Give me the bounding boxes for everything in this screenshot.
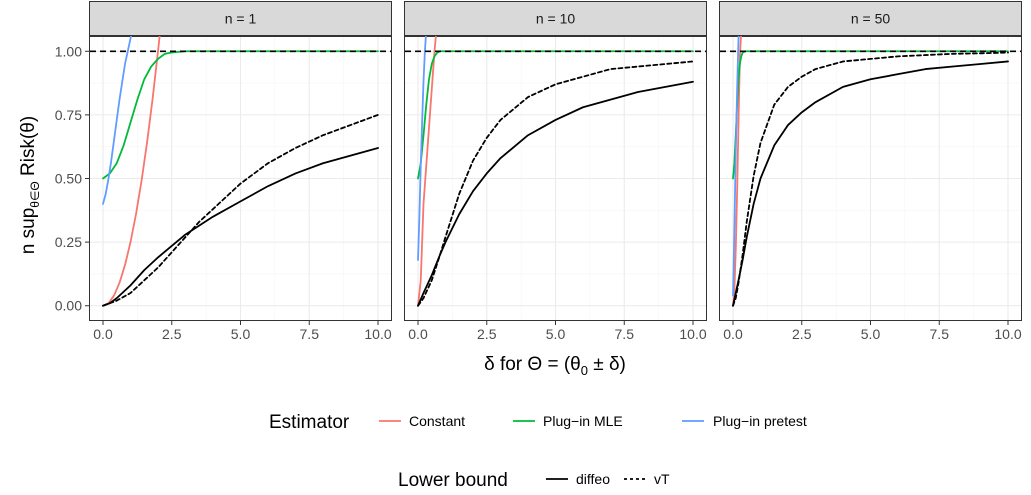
facet-strip-label: n = 50	[851, 11, 891, 27]
legend-estimator-title: Estimator	[269, 412, 350, 433]
series-line-vt	[102, 113, 379, 307]
series-line-plug-in-mle	[417, 50, 694, 180]
panel-n-50: n = 50 0.0 2.5 5.0 7.5 10.0	[719, 1, 1022, 342]
y-axis-title-main: n sup	[18, 208, 39, 254]
x-axis-title-prefix: δ for Θ =	[484, 354, 564, 375]
legend-lower-bound-title: Lower bound	[398, 470, 508, 491]
y-axis-title-tail: Risk(θ)	[18, 116, 39, 181]
x-tick-label: 10.0	[994, 326, 1021, 342]
x-tick-label: 2.5	[792, 326, 812, 342]
facet-panels: n = 1 0.0 2.5 5.0 7.5 10.0 0.00 0.25 0.50 0.75 1.0…	[55, 1, 1022, 342]
x-tick-label: 7.5	[300, 326, 320, 342]
legend-label-plugin-mle: Plug−in MLE	[543, 413, 623, 429]
x-axis-title: δ for Θ = (θ0 ± δ)	[484, 354, 626, 378]
x-tick-label: 10.0	[364, 326, 391, 342]
x-tick-label: 0.0	[408, 326, 428, 342]
panel-n-1: n = 1 0.0 2.5 5.0 7.5 10.0 0.00 0.25 0.50 0.75 1.0…	[55, 1, 392, 342]
x-tick-label: 2.5	[477, 326, 497, 342]
series-line-vt	[417, 60, 694, 307]
x-axis-title-paren: (θ	[564, 354, 581, 375]
y-axis-title-subscript: θ∈Θ	[28, 181, 42, 207]
x-tick-label: 7.5	[615, 326, 635, 342]
x-tick-label: 0.0	[723, 326, 743, 342]
series-line-diffeo	[102, 147, 379, 307]
series-line-constant	[102, 36, 161, 307]
series-group	[102, 36, 379, 307]
facet-strip-label: n = 10	[536, 11, 576, 27]
series-line-constant	[732, 36, 742, 307]
facet-strip	[89, 1, 392, 36]
y-axis-title: n supθ∈Θ Risk(θ)	[18, 116, 42, 254]
legend-label-constant: Constant	[409, 413, 465, 429]
x-tick-label: 0.0	[93, 326, 113, 342]
legend-label-vt: vT	[654, 471, 670, 487]
legend-estimator: Estimator Constant Plug−in MLE Plug−in p…	[269, 412, 807, 433]
series-line-plug-in-pretest	[417, 36, 427, 261]
legend-label-diffeo: diffeo	[576, 471, 610, 487]
y-tick-label: 0.75	[55, 107, 82, 123]
panel-n-10: n = 10 0.0 2.5 5.0 7.5 10.0	[404, 1, 707, 342]
series-line-plug-in-mle	[102, 50, 379, 180]
x-tick-label: 7.5	[930, 326, 950, 342]
y-tick-label: 0.00	[55, 298, 82, 314]
legend-lower-bound: Lower bound diffeo vT	[398, 470, 670, 491]
x-tick-label: 10.0	[679, 326, 706, 342]
x-tick-label: 2.5	[162, 326, 182, 342]
x-tick-label: 5.0	[546, 326, 566, 342]
y-tick-label: 0.25	[55, 234, 82, 250]
series-line-plug-in-pretest	[732, 36, 740, 297]
x-axis-title-subscript: 0	[581, 363, 588, 378]
series-line-vt	[732, 51, 1009, 307]
legend-label-plugin-pretest: Plug−in pretest	[713, 413, 807, 429]
y-tick-label: 1.00	[55, 43, 82, 59]
x-tick-label: 5.0	[861, 326, 881, 342]
series-line-constant	[417, 36, 437, 307]
series-line-plug-in-pretest	[102, 36, 132, 205]
y-tick-label: 0.50	[55, 171, 82, 187]
facet-strip-label: n = 1	[225, 11, 257, 27]
facet-strip	[404, 1, 707, 36]
x-axis-title-end: ± δ)	[588, 354, 626, 375]
facet-strip	[719, 1, 1022, 36]
x-tick-label: 5.0	[231, 326, 251, 342]
series-group	[417, 36, 694, 307]
